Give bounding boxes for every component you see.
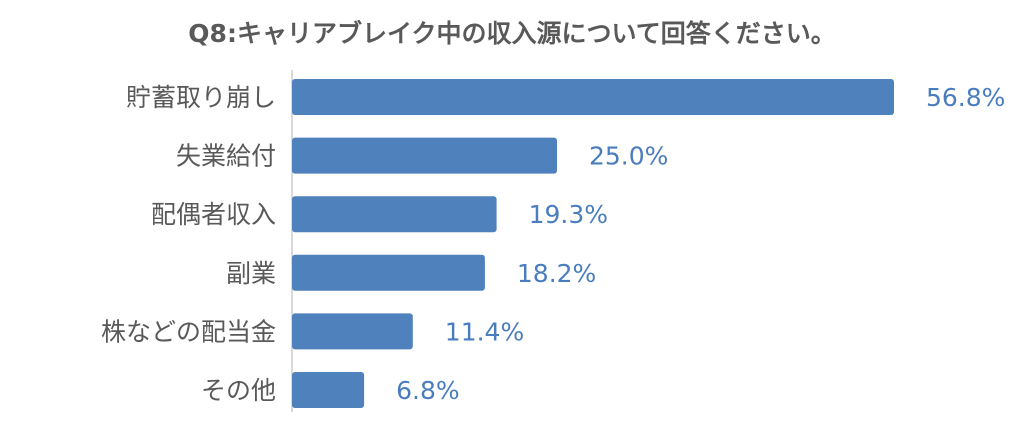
category-label-0: 貯蓄取り崩し: [126, 83, 276, 112]
chart-title: Q8:キャリアブレイク中の収入源について回答ください。: [188, 19, 835, 48]
category-label-4: 株などの配当金: [101, 317, 276, 346]
bar-2: [292, 196, 497, 233]
category-label-2: 配偶者収入: [151, 200, 276, 229]
value-label-4: 11.4%: [445, 317, 524, 346]
category-label-1: 失業給付: [176, 142, 276, 171]
value-label-3: 18.2%: [517, 259, 596, 288]
bar-5: [292, 372, 365, 408]
value-label-5: 6.8%: [396, 376, 460, 405]
bars-group: [292, 79, 894, 408]
value-label-1: 25.0%: [589, 142, 668, 171]
bar-3: [292, 254, 485, 291]
category-label-3: 副業: [226, 259, 276, 288]
bar-4: [292, 313, 413, 350]
category-label-5: その他: [201, 376, 276, 405]
bar-0: [292, 79, 894, 115]
value-label-0: 56.8%: [926, 83, 1005, 112]
value-label-2: 19.3%: [529, 200, 608, 229]
value-labels: 56.8% 25.0% 19.3% 18.2% 11.4% 6.8%: [396, 83, 1005, 405]
bar-1: [292, 137, 557, 174]
